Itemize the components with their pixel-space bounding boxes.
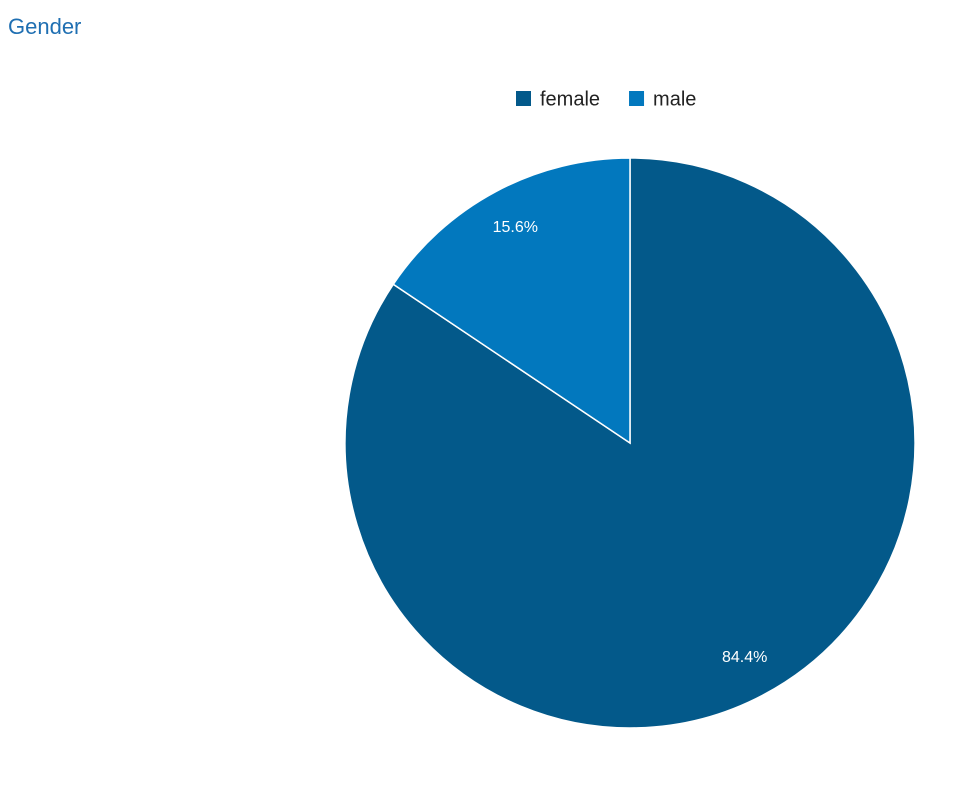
pie-slice: [392, 157, 631, 445]
legend-label: male: [653, 88, 696, 110]
legend-swatch: [516, 91, 531, 106]
slice-label: 84.4%: [722, 649, 767, 666]
legend-swatch: [629, 91, 645, 106]
slice-label: 15.6%: [493, 219, 538, 236]
legend-label: female: [540, 88, 600, 110]
chart-title: Gender: [8, 14, 81, 39]
